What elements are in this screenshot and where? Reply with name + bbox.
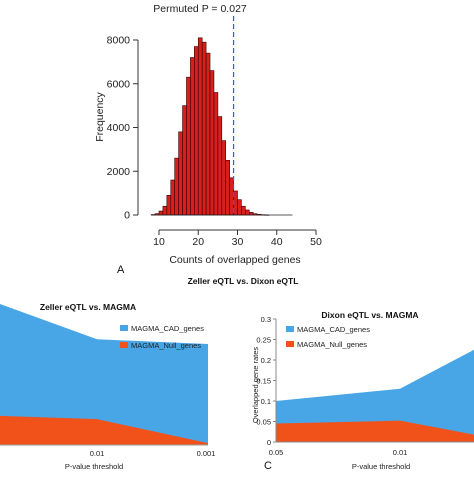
histogram-x-axis-label: Counts of overlapped genes xyxy=(169,254,300,266)
histogram-bar xyxy=(245,209,250,216)
histogram-bar xyxy=(190,57,195,216)
histogram-bar xyxy=(178,131,183,216)
histogram-bar xyxy=(221,140,227,216)
histogram-caption: Zeller eQTL vs. Dixon eQTL xyxy=(188,276,299,286)
y-tick-label: 0 xyxy=(124,210,130,222)
y-tick-label: 0.05 xyxy=(256,418,271,427)
zeller-x-tick-label: 0.001 xyxy=(197,449,216,458)
legend-label-null-genes: MAGMA_Null_genes xyxy=(131,341,201,350)
x-tick-label: 30 xyxy=(232,236,244,248)
y-tick-label: 2000 xyxy=(107,166,131,178)
panel-label-c: C xyxy=(264,460,272,472)
dixon-cad-genes-area xyxy=(276,349,474,442)
y-tick-label: 8000 xyxy=(107,35,131,47)
y-tick-label: 0.25 xyxy=(256,336,271,345)
zeller-x-axis-label: P-value threshold xyxy=(65,462,123,471)
histogram-y-ticks: 0 2000 4000 6000 8000 xyxy=(107,35,138,222)
dixon-chart-title: Dixon eQTL vs. MAGMA xyxy=(321,310,418,320)
zeller-legend: MAGMA_CAD_genes MAGMA_Null_genes xyxy=(120,324,204,350)
y-tick-label: 4000 xyxy=(107,122,131,134)
legend-label-cad-genes: MAGMA_CAD_genes xyxy=(297,325,370,334)
x-tick-label: 40 xyxy=(271,236,283,248)
x-tick-label: 20 xyxy=(192,236,204,248)
x-tick-label: 50 xyxy=(310,236,322,248)
y-tick-label: 0.2 xyxy=(261,356,271,365)
histogram-bar xyxy=(162,205,168,216)
dixon-y-axis-label: Overlapped gene rates xyxy=(251,347,260,424)
legend-swatch-null-genes xyxy=(286,341,294,347)
histogram-bar xyxy=(158,210,164,216)
panel-label-a: A xyxy=(117,264,125,276)
histogram-bar xyxy=(170,179,175,216)
y-tick-label: 0.3 xyxy=(261,315,271,324)
legend-label-cad-genes: MAGMA_CAD_genes xyxy=(131,324,204,333)
histogram-bar xyxy=(213,92,219,216)
legend-label-null-genes: MAGMA_Null_genes xyxy=(297,340,367,349)
histogram-bar xyxy=(174,157,179,216)
dixon-x-tick-label: 0.05 xyxy=(269,448,284,457)
dixon-area-chart: Dixon eQTL vs. MAGMA Overlapped gene rat… xyxy=(251,310,474,472)
histogram-bars xyxy=(150,37,293,216)
histogram-bar xyxy=(201,41,207,216)
histogram-bar xyxy=(182,105,187,216)
dixon-legend: MAGMA_CAD_genes MAGMA_Null_genes xyxy=(286,325,370,349)
zeller-area-chart: Zeller eQTL vs. MAGMA MAGMA_CAD_genes MA… xyxy=(0,302,215,471)
y-tick-label: 0.15 xyxy=(256,377,271,386)
dixon-x-axis-label: P-value threshold xyxy=(352,462,410,471)
x-tick-label: 10 xyxy=(153,236,165,248)
zeller-x-tick-label: 0.01 xyxy=(90,449,105,458)
histogram-title: Permuted P = 0.027 xyxy=(153,3,247,15)
y-tick-label: 6000 xyxy=(107,78,131,90)
dixon-x-tick-label: 0.01 xyxy=(393,448,408,457)
zeller-cad-genes-area xyxy=(0,304,208,445)
histogram-bar xyxy=(241,205,246,216)
histogram-panel: Permuted P = 0.027 Frequency 0 2000 4000… xyxy=(94,3,322,286)
histogram-bar xyxy=(237,199,242,216)
y-tick-label: 0.1 xyxy=(261,397,271,406)
histogram-bar xyxy=(205,52,211,216)
histogram-bar xyxy=(225,160,230,216)
histogram-bar xyxy=(166,195,172,216)
histogram-bar xyxy=(217,116,223,216)
dixon-null-genes-area xyxy=(276,420,474,442)
legend-swatch-cad-genes xyxy=(120,325,128,331)
histogram-bar xyxy=(194,46,199,216)
zeller-null-genes-area xyxy=(0,415,208,445)
histogram-x-ticks: 10 20 30 40 50 xyxy=(153,230,322,248)
y-tick-label: 0 xyxy=(267,438,271,447)
histogram-bar xyxy=(197,37,203,216)
legend-swatch-cad-genes xyxy=(286,326,294,332)
zeller-chart-title: Zeller eQTL vs. MAGMA xyxy=(40,302,136,312)
legend-swatch-null-genes xyxy=(120,342,128,348)
histogram-y-axis-label: Frequency xyxy=(94,91,106,141)
histogram-bar xyxy=(186,76,191,216)
dixon-y-ticks: 0 0.05 0.1 0.15 0.2 0.25 0.3 xyxy=(256,315,276,447)
histogram-bar xyxy=(209,70,215,216)
